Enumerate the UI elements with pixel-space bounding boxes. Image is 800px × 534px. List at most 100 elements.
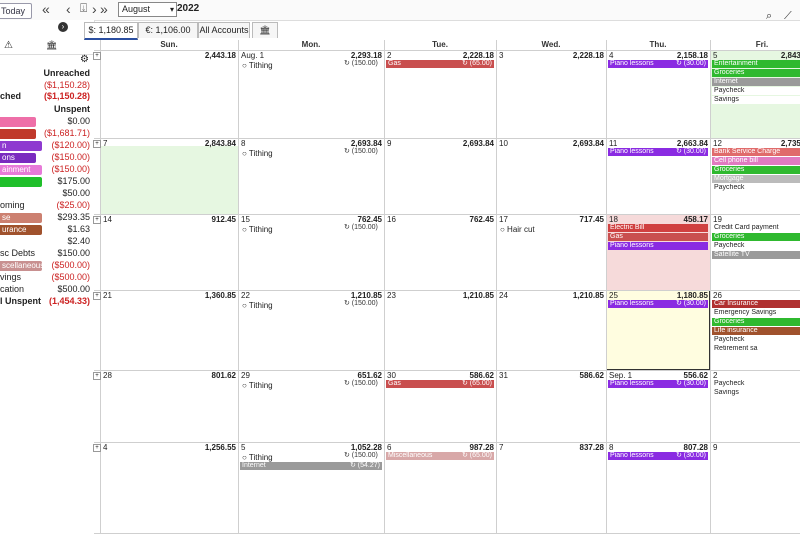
- budget-row[interactable]: $175.00: [0, 176, 94, 188]
- double-right-chevron-icon[interactable]: »: [100, 1, 108, 17]
- tab-bank[interactable]: 🏛: [252, 22, 278, 38]
- event-bar[interactable]: Gas: [608, 233, 708, 241]
- transaction-label[interactable]: ○ Tithing: [242, 61, 273, 70]
- budget-row[interactable]: cation $500.00: [0, 284, 94, 296]
- event-bar[interactable]: Piano lessons: [608, 242, 708, 250]
- event-bar[interactable]: Life insurance: [712, 327, 800, 335]
- budget-row-value: $175.00: [57, 176, 90, 186]
- search-icon[interactable]: ⌕: [766, 10, 773, 22]
- event-bar[interactable]: Miscellaneous ↻ (65.00): [386, 452, 494, 460]
- day-header: Sun.: [160, 40, 178, 49]
- transaction-label[interactable]: ○ Tithing: [242, 149, 273, 158]
- event-bar[interactable]: Credit Card payment: [712, 224, 800, 232]
- expand-week-toggle[interactable]: +: [93, 444, 101, 452]
- event-bar[interactable]: Piano lessons ↻ (30.00): [608, 380, 708, 388]
- day-balance: 2,693.84: [572, 139, 604, 148]
- event-bar[interactable]: Cell phone bill: [712, 157, 800, 165]
- event-bar[interactable]: Bank Service Charge: [712, 148, 800, 156]
- day-number: 31: [499, 371, 508, 380]
- month-select[interactable]: August ▾: [118, 2, 177, 17]
- grid-row-line: [94, 290, 800, 291]
- budget-row[interactable]: n ($120.00): [0, 140, 94, 152]
- transaction-label[interactable]: ○ Tithing: [242, 453, 273, 462]
- event-bar[interactable]: Emergency Savings: [712, 309, 800, 317]
- budget-row[interactable]: sc Debts $150.00: [0, 248, 94, 260]
- tab-dollar-account[interactable]: $: 1,180.85: [84, 22, 138, 40]
- expand-week-toggle[interactable]: +: [93, 372, 101, 380]
- event-bar[interactable]: Gas ↻ (65.00): [386, 60, 494, 68]
- day-balance: 2,228.18: [572, 51, 604, 60]
- day-balance: 987.28: [469, 443, 494, 452]
- transaction-amount: ↻ (150.00): [344, 452, 378, 459]
- budget-row[interactable]: l Unspent (1,454.33): [0, 296, 94, 308]
- tab-euro-account[interactable]: €: 1,106.00: [138, 22, 198, 38]
- budget-row-value: $293.35: [57, 212, 90, 222]
- event-bar[interactable]: Savings: [712, 389, 800, 397]
- left-chevron-icon[interactable]: ‹: [66, 1, 71, 17]
- event-bar[interactable]: Paycheck: [712, 242, 800, 250]
- warning-icon[interactable]: ⚠: [4, 40, 13, 51]
- event-bar[interactable]: Groceries: [712, 318, 800, 326]
- budget-row[interactable]: $0.00: [0, 116, 94, 128]
- bank-icon[interactable]: 🏛: [46, 40, 58, 50]
- event-bar[interactable]: Electric Bill: [608, 224, 708, 232]
- today-button[interactable]: Today: [0, 3, 32, 19]
- day-balance: 2,158.18: [676, 51, 708, 60]
- event-bar[interactable]: Piano lessons ↻ (30.00): [608, 300, 708, 308]
- budget-row[interactable]: vings ($500.00): [0, 272, 94, 284]
- event-bar[interactable]: Car Insurance: [712, 300, 800, 308]
- day-header: Wed.: [541, 40, 561, 49]
- event-bar[interactable]: Mortgage: [712, 175, 800, 183]
- event-bar[interactable]: Entertainment: [712, 60, 800, 68]
- event-bar[interactable]: Piano lessons ↻ (30.00): [608, 452, 708, 460]
- expand-week-toggle[interactable]: +: [93, 140, 101, 148]
- event-bar[interactable]: Paycheck: [712, 380, 800, 388]
- budget-row[interactable]: ainment ($150.00): [0, 164, 94, 176]
- event-bar[interactable]: Groceries: [712, 233, 800, 241]
- budget-row[interactable]: scellaneous ($500.00): [0, 260, 94, 272]
- double-left-chevron-icon[interactable]: «: [42, 1, 50, 17]
- unspent-label: Unspent: [54, 104, 90, 114]
- budget-row[interactable]: se $293.35: [0, 212, 94, 224]
- chart-icon[interactable]: ⟋: [784, 10, 792, 22]
- event-bar[interactable]: Paycheck: [712, 87, 800, 95]
- transaction-label[interactable]: ○ Tithing: [242, 225, 273, 234]
- year-label: 2022: [177, 3, 200, 14]
- transaction-amount: ↻ (150.00): [344, 60, 378, 67]
- budget-row-value: ($1,681.71): [43, 128, 90, 138]
- day-number: 25: [609, 291, 618, 300]
- event-bar[interactable]: Internet: [712, 78, 800, 86]
- event-bar[interactable]: Paycheck: [712, 184, 800, 192]
- transaction-label[interactable]: ○ Tithing: [242, 381, 273, 390]
- expand-week-toggle[interactable]: +: [93, 292, 101, 300]
- collapse-arrow-icon[interactable]: ›: [58, 22, 68, 32]
- unreached-header: Unreached: [0, 68, 94, 80]
- event-amount: ↻ (54.27): [350, 462, 380, 469]
- budget-row[interactable]: $2.40: [0, 236, 94, 248]
- right-chevron-icon[interactable]: ›: [92, 1, 97, 17]
- gear-icon[interactable]: ⚙: [80, 54, 89, 65]
- event-bar[interactable]: Retirement sa: [712, 345, 800, 353]
- event-bar[interactable]: Internet ↻ (54.27): [240, 462, 382, 470]
- expand-week-toggle[interactable]: +: [93, 216, 101, 224]
- budget-row[interactable]: ($1,681.71): [0, 128, 94, 140]
- event-bar[interactable]: Savings: [712, 96, 800, 104]
- day-balance: 2,663.84: [676, 139, 708, 148]
- event-label: Gas: [388, 380, 401, 387]
- event-bar[interactable]: Groceries: [712, 69, 800, 77]
- budget-row[interactable]: $50.00: [0, 188, 94, 200]
- event-bar[interactable]: Groceries: [712, 166, 800, 174]
- event-bar[interactable]: Paycheck: [712, 336, 800, 344]
- budget-row[interactable]: urance $1.63: [0, 224, 94, 236]
- transaction-label[interactable]: ○ Hair cut: [500, 225, 535, 234]
- event-bar[interactable]: Gas ↻ (65.00): [386, 380, 494, 388]
- event-bar[interactable]: Piano lessons ↻ (30.00): [608, 148, 708, 156]
- transaction-label[interactable]: ○ Tithing: [242, 301, 273, 310]
- budget-row[interactable]: oming ($25.00): [0, 200, 94, 212]
- event-bar[interactable]: Piano lessons ↻ (30.00): [608, 60, 708, 68]
- tab-all-accounts[interactable]: All Accounts: [198, 22, 250, 38]
- budget-row[interactable]: ons ($150.00): [0, 152, 94, 164]
- budget-row-value: ($25.00): [56, 200, 90, 210]
- expand-week-toggle[interactable]: +: [93, 52, 101, 60]
- event-bar[interactable]: Satellite TV: [712, 251, 800, 259]
